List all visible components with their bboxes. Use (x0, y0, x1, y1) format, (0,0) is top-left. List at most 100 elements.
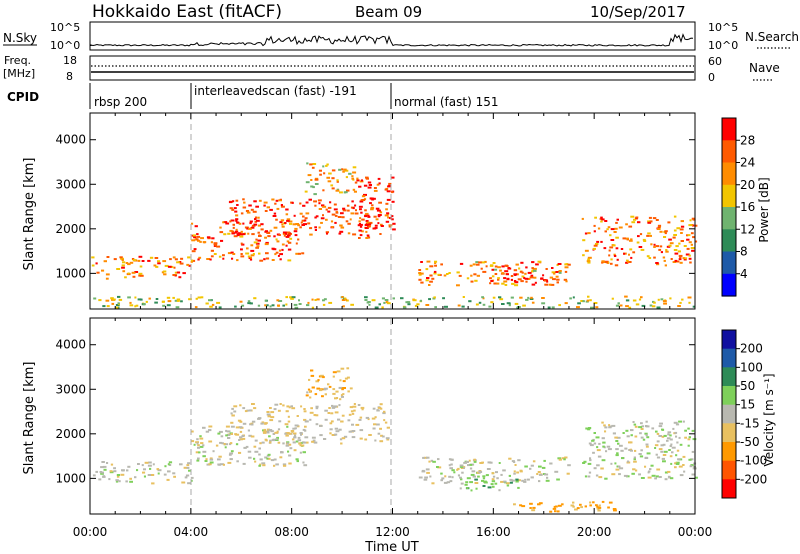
vel-cell (656, 468, 661, 471)
vel-cell (302, 428, 306, 431)
vel-cell (440, 472, 443, 475)
power-cell (614, 227, 618, 230)
power-cell (338, 232, 342, 235)
vel-cell (341, 388, 344, 391)
power-cell (293, 230, 298, 233)
vel-cell (303, 408, 306, 410)
power-cell (692, 305, 695, 308)
power-cell (603, 247, 607, 250)
power-cell (253, 241, 258, 244)
vel-cell (608, 426, 612, 429)
power-cell (627, 261, 632, 263)
vel-cell (238, 426, 243, 429)
vel-cell (102, 475, 106, 478)
power-panel-bg (90, 113, 695, 309)
vel-cell (332, 388, 336, 391)
power-cell (521, 275, 525, 278)
vel-cell (208, 429, 212, 432)
vel-cell (106, 462, 109, 464)
vel-cell (517, 486, 520, 489)
vel-cell (500, 480, 505, 483)
power-cell (297, 238, 300, 241)
date-label: 10/Sep/2017 (590, 3, 686, 21)
vel-cell (598, 476, 603, 479)
power-cbar-swatch (722, 184, 736, 208)
power-cell (429, 274, 433, 277)
power-cell (191, 239, 195, 242)
power-cell (627, 260, 630, 263)
power-cell (333, 208, 338, 211)
vel-cell (129, 480, 133, 483)
power-cell (428, 298, 431, 301)
power-cell (493, 282, 498, 285)
vel-cell (473, 460, 477, 463)
power-cell (569, 297, 572, 300)
vel-cell (266, 411, 270, 413)
power-cell (376, 209, 381, 212)
vel-cell (509, 481, 513, 484)
power-cell (285, 213, 289, 216)
vel-cell (286, 405, 290, 408)
vel-cell (684, 429, 687, 432)
power-cell (659, 245, 663, 248)
power-cell (420, 299, 422, 302)
power-cell (264, 210, 268, 212)
vel-cell (514, 464, 517, 466)
vel-cell (267, 453, 271, 456)
vel-cell (233, 410, 237, 413)
vel-cell (204, 460, 208, 462)
power-cell (121, 264, 125, 267)
vel-cell (193, 443, 196, 446)
power-cell (174, 258, 178, 261)
vel-cell (295, 458, 299, 461)
vel-cell (537, 503, 541, 506)
vel-cell (589, 459, 592, 462)
vel-cell (262, 430, 267, 433)
power-cell (595, 306, 599, 309)
vel-cell (238, 439, 241, 441)
vel-cell (313, 414, 316, 416)
power-cell (584, 249, 589, 252)
vel-cell (254, 450, 259, 453)
power-cell (635, 216, 639, 219)
power-cell (622, 237, 626, 240)
power-cell (214, 244, 217, 247)
vel-cell (227, 461, 232, 464)
power-cell (232, 253, 236, 255)
power-cell (600, 240, 603, 243)
vel-cell (494, 482, 498, 485)
vel-cell (202, 444, 205, 447)
vel-cell (268, 429, 272, 431)
vel-cell (529, 467, 532, 470)
power-cell (235, 218, 239, 221)
vel-cell (647, 476, 652, 479)
power-cell (311, 306, 314, 309)
vel-cell (101, 461, 105, 463)
power-cell (587, 295, 590, 298)
vel-cell (246, 409, 250, 412)
vel-cell (259, 442, 262, 445)
vel-cell (202, 426, 206, 429)
vel-cell (654, 447, 657, 449)
vel-cell (661, 428, 665, 431)
vel-cell (298, 442, 302, 445)
power-cell (405, 301, 409, 304)
power-cell (325, 208, 328, 211)
vel-cell (212, 450, 215, 453)
power-cell (686, 247, 690, 250)
power-cell (510, 296, 514, 299)
power-cell (631, 221, 636, 224)
vel-cell (236, 460, 239, 463)
vel-cell (688, 458, 692, 461)
power-cell (694, 240, 698, 243)
power-cell (359, 223, 363, 226)
vel-cell (329, 428, 333, 431)
vel-cell (285, 444, 290, 447)
vel-cell (498, 489, 501, 492)
nsky-trace (90, 33, 694, 47)
vel-cell (244, 410, 248, 413)
power-cell (317, 199, 322, 202)
power-cell (472, 263, 476, 266)
vel-cbar-tick-label: 200 (740, 342, 763, 356)
power-cell (117, 302, 120, 305)
